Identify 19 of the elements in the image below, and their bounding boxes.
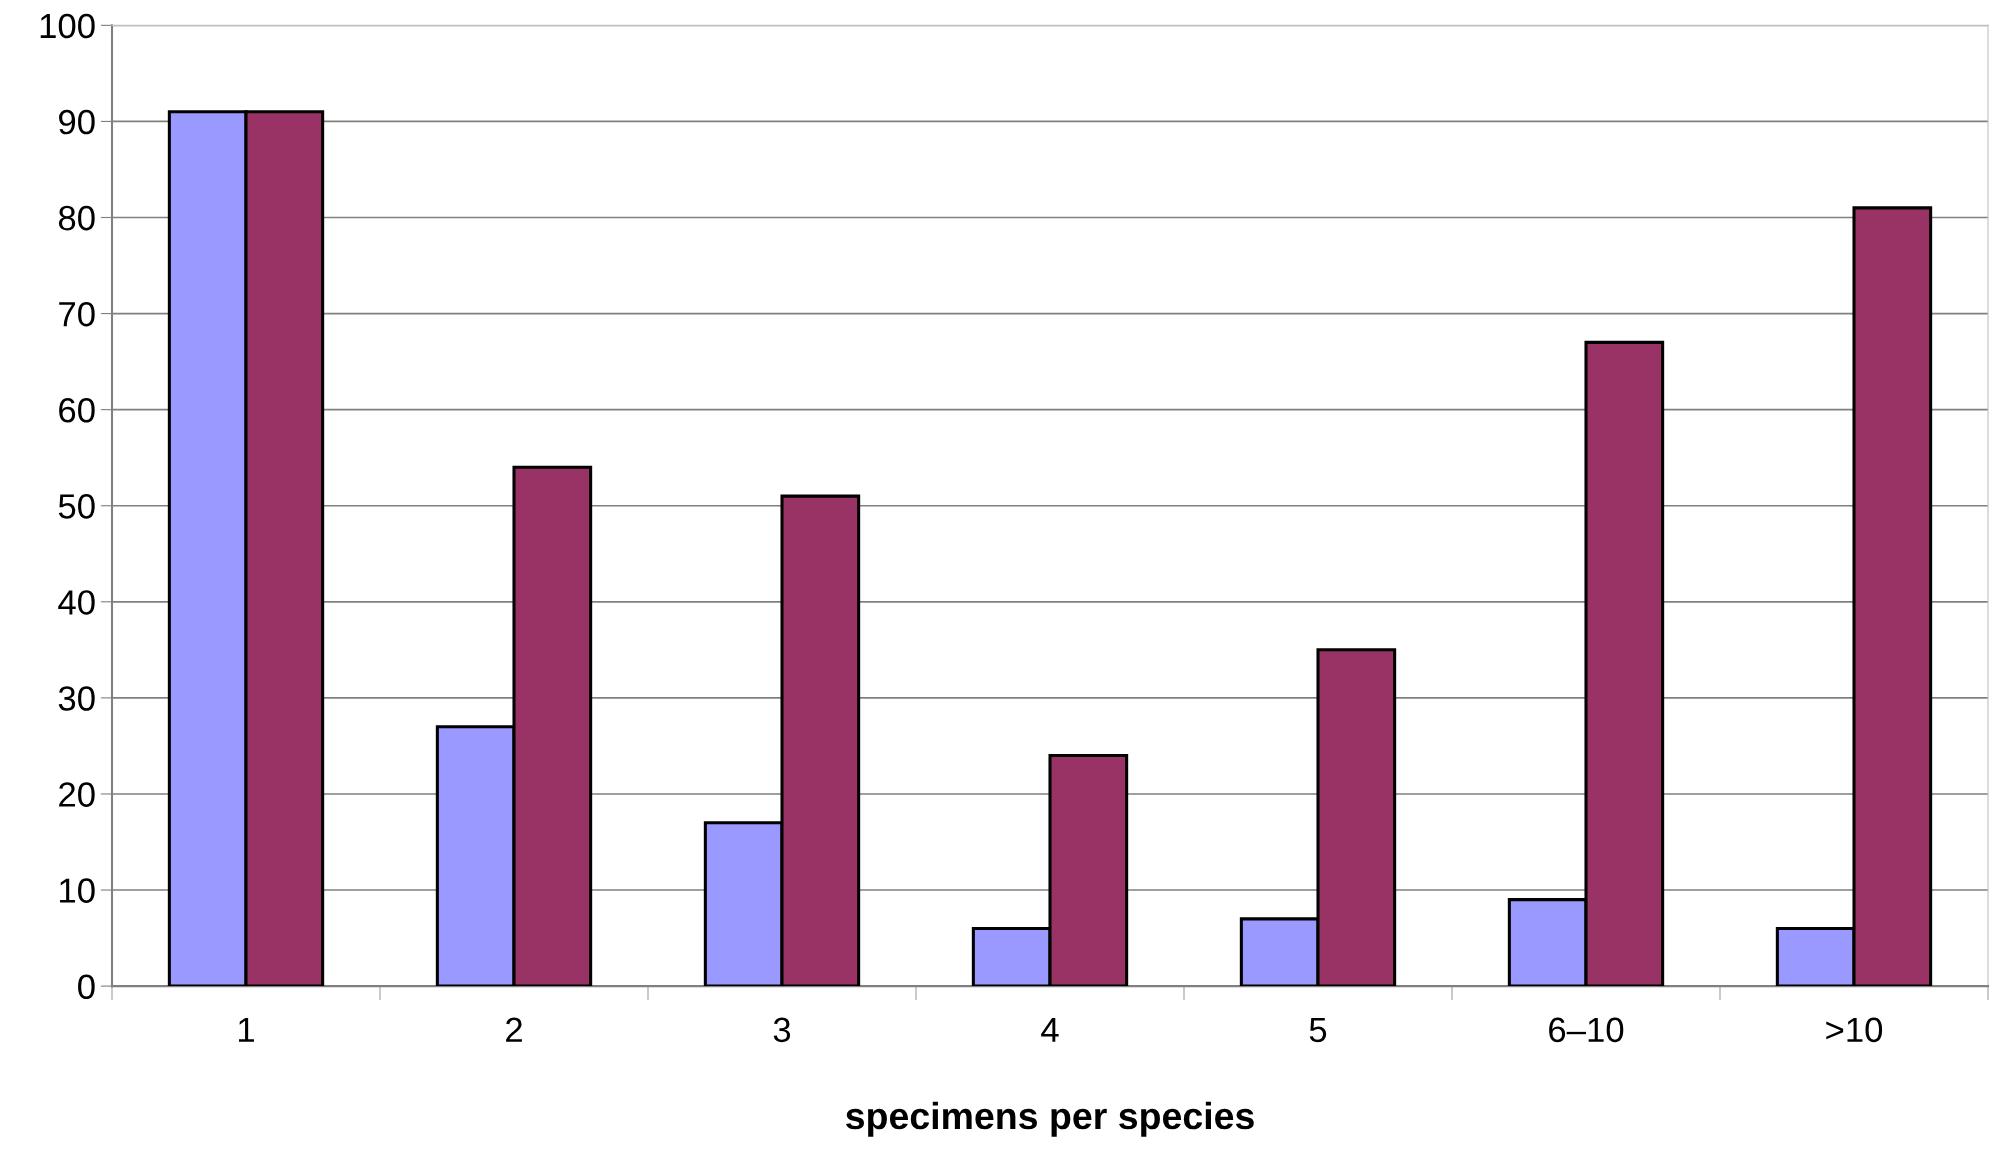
- y-tick-label: 20: [59, 782, 95, 807]
- x-tick-label: 4: [1041, 1017, 1059, 1042]
- y-tick-label: 90: [59, 109, 95, 135]
- y-tick-label: 30: [58, 686, 95, 711]
- y-tick-label: 40: [58, 590, 95, 615]
- x-tick-label: 6–10: [1549, 1017, 1624, 1043]
- x-tick-label: 5: [1309, 1017, 1327, 1043]
- x-axis-title: specimens per species: [846, 1101, 1254, 1137]
- x-tick-label: >10: [1826, 1017, 1883, 1043]
- y-tick-label: 50: [58, 494, 95, 519]
- y-tick-label: 100: [40, 13, 95, 39]
- y-tick-label: 0: [78, 974, 95, 1000]
- y-tick-label: 70: [59, 301, 95, 327]
- x-tick-label: 2: [506, 1017, 522, 1042]
- x-tick-label: 1: [238, 1017, 254, 1042]
- y-tick-label: 10: [60, 878, 95, 903]
- x-tick-label: 3: [773, 1017, 791, 1043]
- y-tick-label: 60: [59, 397, 95, 423]
- y-tick-label: 80: [58, 205, 95, 231]
